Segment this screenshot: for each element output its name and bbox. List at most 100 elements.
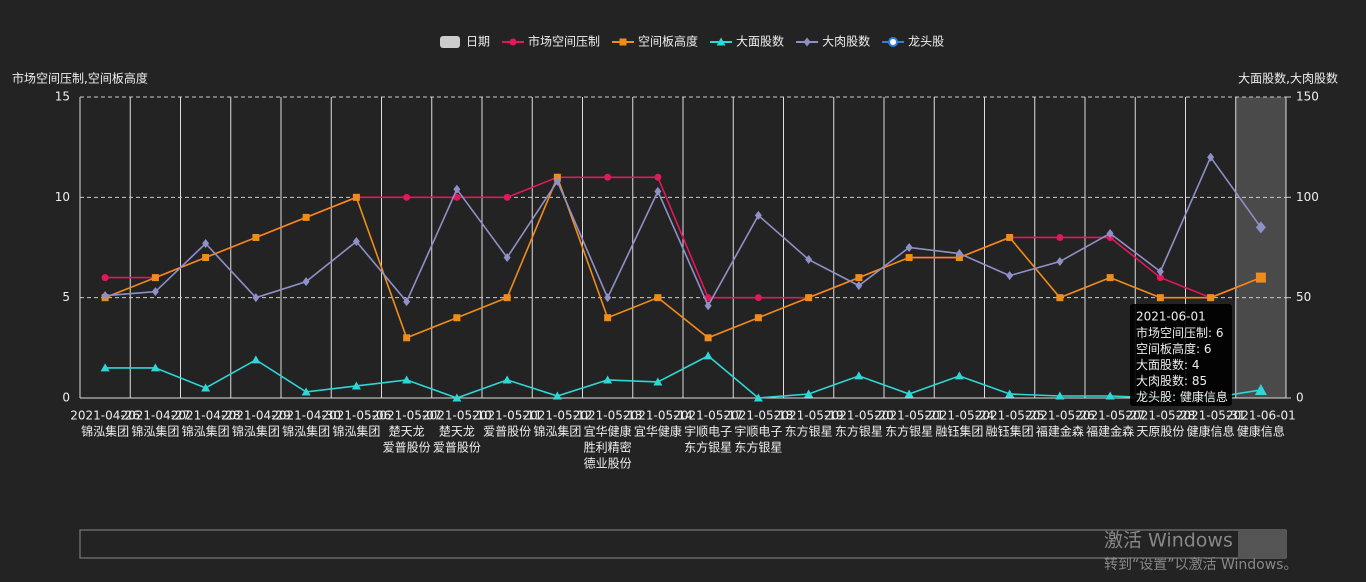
- point: [509, 38, 517, 46]
- point: [402, 375, 412, 384]
- point: [201, 383, 211, 392]
- point: [352, 236, 360, 246]
- point: [1156, 294, 1164, 302]
- leader-label: 健康信息: [1187, 424, 1235, 439]
- y-tick-label: 10: [55, 190, 70, 204]
- leader-label: 宇顺电子: [734, 425, 782, 439]
- watermark: 转到“设置”以激活 Windows。: [1104, 556, 1297, 573]
- leader-label: 健康信息: [1237, 424, 1285, 439]
- y2-tick-label: 0: [1296, 391, 1304, 405]
- tooltip-part: 健康信息: [1180, 389, 1228, 404]
- legend-label[interactable]: 大肉股数: [822, 34, 870, 49]
- point: [1254, 383, 1267, 395]
- point: [905, 243, 913, 252]
- leader-label: 锦泓集团: [81, 424, 129, 439]
- tooltip-part: 大肉股数: [1136, 373, 1184, 388]
- point: [302, 277, 310, 287]
- point: [704, 334, 712, 342]
- y-tick-label: 5: [62, 290, 70, 304]
- x-tick-label: 2021-05-20: [824, 409, 894, 423]
- point: [101, 274, 109, 282]
- legend-icon: [440, 36, 460, 48]
- point: [619, 38, 627, 46]
- point: [403, 334, 411, 342]
- leader-label: 锦泓集团: [182, 424, 230, 439]
- data-zoom-handle[interactable]: [1238, 530, 1286, 558]
- point: [654, 173, 662, 181]
- series-line: [105, 354, 1262, 399]
- x-tick-label: 2021-05-21: [874, 409, 944, 423]
- tooltip-part: 大面股数: [1136, 357, 1184, 372]
- point: [202, 254, 210, 262]
- leader-label: 楚天龙: [439, 425, 475, 439]
- point: [654, 186, 662, 196]
- tooltip-line: 市场空间压制: 6: [1136, 325, 1224, 340]
- point: [1106, 228, 1114, 238]
- point: [805, 294, 813, 302]
- leader-label: 东方银星: [684, 440, 732, 455]
- x-tick-label: 2021-05-28: [1126, 409, 1196, 423]
- y2-axis-title: 大面股数,大肉股数: [1238, 71, 1338, 86]
- leader-label: 福建金森: [1036, 424, 1084, 439]
- point: [1105, 391, 1115, 400]
- point: [403, 297, 411, 307]
- x-tick-label: 2021-04-28: [171, 409, 241, 423]
- tooltip-part: :: [1196, 342, 1204, 356]
- point: [703, 351, 713, 360]
- leader-label: 锦泓集团: [533, 424, 581, 439]
- point: [252, 233, 260, 241]
- legend-label[interactable]: 大面股数: [736, 34, 784, 49]
- point: [503, 294, 511, 302]
- point: [503, 193, 511, 201]
- legend-label[interactable]: 空间板高度: [638, 34, 698, 49]
- leader-label: 东方银星: [734, 440, 782, 455]
- x-tick-label: 2021-05-12: [523, 409, 593, 423]
- x-tick-label: 2021-05-25: [975, 409, 1045, 423]
- tooltip-part: 6: [1204, 342, 1212, 356]
- tooltip-part: :: [1172, 390, 1180, 404]
- tooltip-line: 龙头股: 健康信息: [1136, 389, 1228, 404]
- x-tick-label: 2021-05-27: [1075, 409, 1145, 423]
- x-tick-label: 2021-05-14: [623, 409, 693, 423]
- point: [151, 287, 159, 297]
- point: [453, 184, 461, 194]
- leader-label: 爱普股份: [433, 441, 481, 455]
- point: [352, 193, 360, 201]
- point: [1106, 274, 1114, 282]
- plot: 0510150501001502021-04-26锦泓集团2021-04-27锦…: [55, 90, 1319, 471]
- point: [803, 37, 811, 47]
- point: [1056, 233, 1064, 241]
- point: [1056, 257, 1064, 267]
- point: [502, 375, 512, 384]
- y-tick-label: 0: [62, 391, 70, 405]
- point: [151, 274, 159, 282]
- legend-label[interactable]: 日期: [466, 35, 490, 49]
- point: [604, 173, 612, 181]
- point: [251, 355, 261, 364]
- tooltip-part: 4: [1192, 358, 1200, 372]
- point: [452, 393, 462, 402]
- x-tick-label: 2021-06-01: [1226, 409, 1296, 423]
- legend[interactable]: 日期 市场空间压制 空间板高度 大面股数 大肉股数 龙头股: [440, 34, 944, 49]
- tooltip-part: 龙头股: [1136, 390, 1172, 404]
- legend-label[interactable]: 市场空间压制: [528, 34, 600, 49]
- leader-label: 楚天龙: [389, 425, 425, 439]
- point: [855, 281, 863, 291]
- point: [301, 387, 311, 396]
- leader-label: 锦泓集团: [282, 424, 330, 439]
- x-tick-label: 2021-05-19: [774, 409, 844, 423]
- tooltip-part: 空间板高度: [1136, 341, 1196, 356]
- legend-label[interactable]: 龙头股: [908, 35, 944, 49]
- y-tick-label: 15: [55, 90, 70, 104]
- point: [1255, 221, 1266, 234]
- tooltip-part: 85: [1192, 374, 1207, 388]
- leader-label: 天原股份: [1136, 425, 1184, 439]
- point: [753, 393, 763, 402]
- point: [1005, 389, 1015, 398]
- x-tick-label: 2021-05-07: [372, 409, 442, 423]
- leader-label: 东方银星: [785, 424, 833, 439]
- tooltip-line: 大面股数: 4: [1136, 357, 1200, 372]
- point: [252, 293, 260, 303]
- tooltip-part: 6: [1216, 326, 1224, 340]
